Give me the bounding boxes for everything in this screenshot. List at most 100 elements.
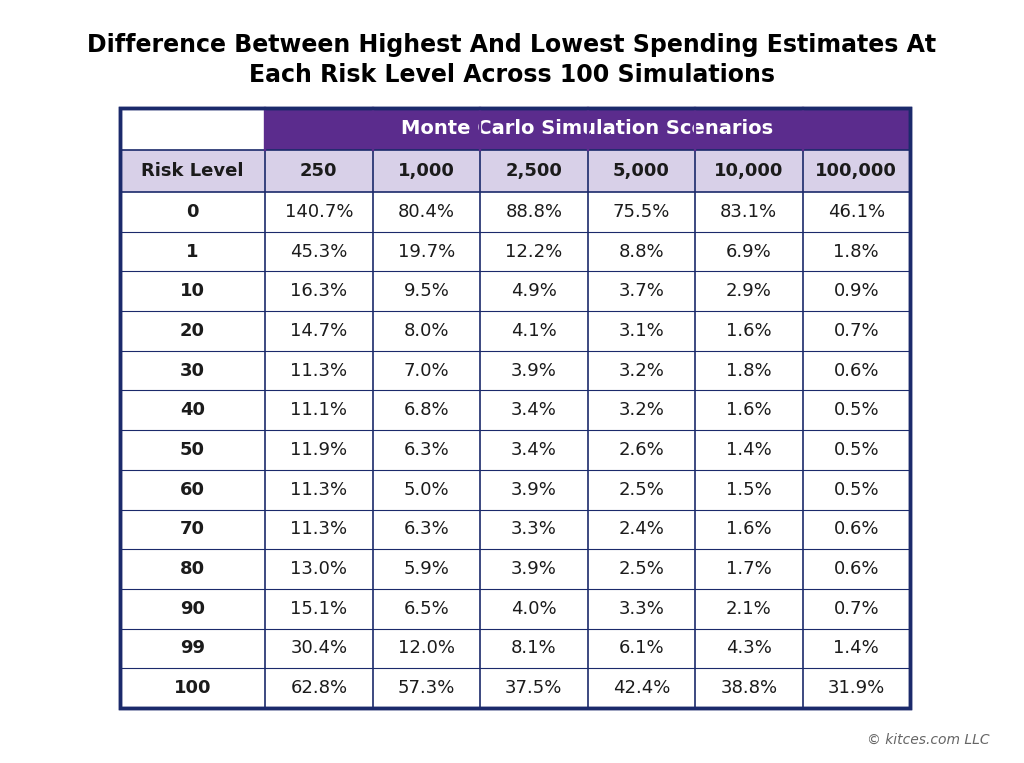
Text: © kitces.com LLC: © kitces.com LLC: [867, 733, 990, 747]
Text: Difference Between Highest And Lowest Spending Estimates At: Difference Between Highest And Lowest Sp…: [87, 33, 937, 57]
Text: 42.4%: 42.4%: [612, 679, 670, 697]
Text: 60: 60: [180, 481, 205, 499]
Text: 0.9%: 0.9%: [834, 282, 879, 300]
Text: 80: 80: [180, 560, 205, 578]
Text: 14.7%: 14.7%: [290, 322, 347, 340]
Text: 99: 99: [180, 639, 205, 658]
Text: 83.1%: 83.1%: [720, 203, 777, 221]
Text: 45.3%: 45.3%: [290, 243, 347, 260]
Text: 57.3%: 57.3%: [397, 679, 455, 697]
Text: 0.5%: 0.5%: [834, 481, 879, 499]
Bar: [120, 272, 910, 311]
Bar: [120, 311, 910, 351]
Text: 1.8%: 1.8%: [834, 243, 879, 260]
Text: 11.3%: 11.3%: [290, 520, 347, 539]
Text: 2.5%: 2.5%: [618, 481, 665, 499]
Bar: [120, 510, 910, 549]
Text: 7.0%: 7.0%: [403, 362, 450, 380]
Text: 20: 20: [180, 322, 205, 340]
Text: 3.3%: 3.3%: [511, 520, 557, 539]
Text: 1.7%: 1.7%: [726, 560, 772, 578]
Text: 16.3%: 16.3%: [290, 282, 347, 300]
Text: 62.8%: 62.8%: [290, 679, 347, 697]
Text: 1.8%: 1.8%: [726, 362, 772, 380]
Bar: [120, 668, 910, 708]
Text: 2.9%: 2.9%: [726, 282, 772, 300]
Text: 11.1%: 11.1%: [291, 401, 347, 420]
Text: 2.5%: 2.5%: [618, 560, 665, 578]
Text: 2.1%: 2.1%: [726, 600, 772, 618]
Text: 3.4%: 3.4%: [511, 401, 557, 420]
Text: 4.9%: 4.9%: [511, 282, 557, 300]
Bar: [120, 629, 910, 668]
Text: 140.7%: 140.7%: [285, 203, 353, 221]
Text: 0.5%: 0.5%: [834, 401, 879, 420]
Text: 0.5%: 0.5%: [834, 441, 879, 459]
Text: 10: 10: [180, 282, 205, 300]
Text: 11.9%: 11.9%: [290, 441, 347, 459]
Bar: [120, 549, 910, 589]
Bar: [120, 391, 910, 430]
Text: 3.9%: 3.9%: [511, 481, 557, 499]
Text: 0: 0: [186, 203, 199, 221]
Text: 3.3%: 3.3%: [618, 600, 665, 618]
Text: 8.8%: 8.8%: [618, 243, 665, 260]
Text: 3.2%: 3.2%: [618, 401, 665, 420]
Bar: [265, 108, 910, 150]
Text: 4.3%: 4.3%: [726, 639, 772, 658]
Text: 80.4%: 80.4%: [398, 203, 455, 221]
Text: 1.4%: 1.4%: [726, 441, 772, 459]
Text: 1.4%: 1.4%: [834, 639, 880, 658]
Text: 11.3%: 11.3%: [290, 362, 347, 380]
Text: 30: 30: [180, 362, 205, 380]
Text: 6.3%: 6.3%: [403, 520, 450, 539]
Text: 90: 90: [180, 600, 205, 618]
Bar: [120, 351, 910, 391]
Bar: [120, 108, 910, 708]
Text: 2.6%: 2.6%: [618, 441, 665, 459]
Text: 8.1%: 8.1%: [511, 639, 557, 658]
Bar: [120, 108, 910, 708]
Text: 4.0%: 4.0%: [511, 600, 557, 618]
Text: 5.9%: 5.9%: [403, 560, 450, 578]
Text: 11.3%: 11.3%: [290, 481, 347, 499]
Text: 31.9%: 31.9%: [827, 679, 885, 697]
Bar: [120, 430, 910, 470]
Text: 0.7%: 0.7%: [834, 600, 879, 618]
Text: 12.2%: 12.2%: [505, 243, 562, 260]
Text: 1.6%: 1.6%: [726, 401, 772, 420]
Text: 3.4%: 3.4%: [511, 441, 557, 459]
Bar: [120, 470, 910, 510]
Text: 6.5%: 6.5%: [403, 600, 450, 618]
Text: 1.6%: 1.6%: [726, 520, 772, 539]
Text: 100,000: 100,000: [815, 162, 897, 180]
Text: 6.9%: 6.9%: [726, 243, 772, 260]
Text: 50: 50: [180, 441, 205, 459]
Text: 3.9%: 3.9%: [511, 362, 557, 380]
Text: 0.6%: 0.6%: [834, 520, 879, 539]
Text: 13.0%: 13.0%: [291, 560, 347, 578]
Text: 0.6%: 0.6%: [834, 560, 879, 578]
Text: 1: 1: [186, 243, 199, 260]
Text: 6.3%: 6.3%: [403, 441, 450, 459]
Text: Risk Level: Risk Level: [141, 162, 244, 180]
Text: 0.6%: 0.6%: [834, 362, 879, 380]
Bar: [120, 150, 910, 192]
Text: 2.4%: 2.4%: [618, 520, 665, 539]
Text: 1.5%: 1.5%: [726, 481, 772, 499]
Text: 40: 40: [180, 401, 205, 420]
Text: 37.5%: 37.5%: [505, 679, 562, 697]
Text: 75.5%: 75.5%: [612, 203, 670, 221]
Text: 1.6%: 1.6%: [726, 322, 772, 340]
Text: 6.1%: 6.1%: [618, 639, 665, 658]
Text: 88.8%: 88.8%: [505, 203, 562, 221]
Text: 8.0%: 8.0%: [403, 322, 450, 340]
Text: 15.1%: 15.1%: [290, 600, 347, 618]
Bar: [120, 232, 910, 272]
Text: 100: 100: [174, 679, 211, 697]
Text: 250: 250: [300, 162, 338, 180]
Text: 70: 70: [180, 520, 205, 539]
Text: 19.7%: 19.7%: [397, 243, 455, 260]
Text: 5,000: 5,000: [612, 162, 670, 180]
Text: 38.8%: 38.8%: [720, 679, 777, 697]
